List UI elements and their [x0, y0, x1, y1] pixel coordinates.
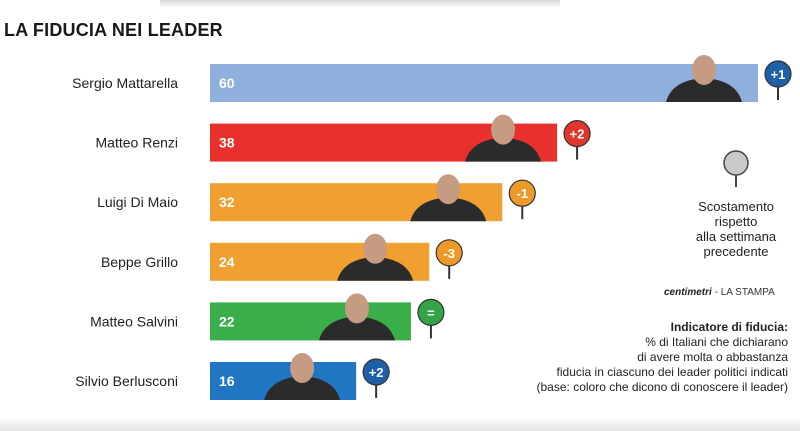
value-label: 60 [219, 75, 235, 91]
change-label: = [427, 305, 435, 320]
note-line-4: (base: coloro che dicono di conoscere il… [536, 380, 788, 394]
change-marker [508, 179, 536, 207]
portrait-body-icon [666, 78, 742, 102]
change-label: -3 [443, 246, 455, 261]
centimetri-logo: centimetri [664, 287, 712, 298]
portrait-head-icon [692, 55, 716, 85]
portrait-head-icon [491, 114, 516, 145]
change-label: +2 [369, 365, 384, 380]
portrait-body-icon [318, 316, 395, 341]
bar [210, 64, 758, 102]
bar-row: Matteo Renzi 38 +2 [96, 114, 591, 162]
category-label: Luigi Di Maio [97, 194, 178, 210]
category-label: Silvio Berlusconi [75, 373, 178, 389]
portrait-body-icon [337, 256, 414, 281]
portrait-head-icon [363, 233, 388, 264]
legend-line-2: rispetto [714, 214, 758, 229]
category-label: Sergio Mattarella [72, 75, 178, 91]
value-label: 16 [219, 373, 235, 389]
bar-row: Silvio Berlusconi 16 +2 [75, 353, 390, 400]
note-line-3: fiducia in ciascuno dei leader politici … [556, 365, 788, 379]
category-label: Matteo Salvini [90, 313, 178, 329]
category-label: Matteo Renzi [96, 135, 178, 151]
bottom-shadow [0, 417, 800, 431]
change-label: +1 [771, 67, 786, 82]
change-label: -1 [516, 186, 528, 201]
credit-source: LA STAMPA [720, 287, 775, 298]
legend-line-3: alla settimana [695, 229, 777, 244]
value-label: 32 [219, 194, 235, 210]
change-marker [417, 298, 445, 326]
credit-separator: - [714, 287, 718, 298]
change-legend: Scostamento rispetto alla settimana prec… [690, 148, 782, 259]
value-label: 38 [219, 135, 235, 151]
note-title: Indicatore di fiducia: [670, 320, 788, 334]
source-credit: centimetri - LA STAMPA [664, 287, 775, 298]
bar-row: Beppe Grillo 24 -3 [101, 233, 463, 281]
note-line-2: di avere molta o abbastanza [637, 350, 788, 364]
change-marker [362, 358, 390, 386]
change-marker [563, 120, 591, 148]
portrait-body-icon [264, 376, 341, 400]
portrait-body-icon [465, 137, 542, 162]
portrait-body-icon [410, 197, 487, 222]
change-marker [435, 239, 463, 267]
portrait-head-icon [436, 174, 461, 205]
value-label: 22 [219, 313, 235, 329]
category-label: Beppe Grillo [101, 254, 178, 270]
portrait-head-icon [290, 353, 315, 383]
top-shadow [160, 0, 560, 8]
change-label: +2 [570, 127, 585, 142]
legend-line-1: Scostamento [698, 199, 774, 214]
bar-row: Sergio Mattarella 60 +1 [72, 55, 792, 102]
value-label: 24 [219, 254, 235, 270]
legend-line-4: precedente [703, 244, 769, 259]
legend-marker-icon [723, 150, 749, 187]
change-marker [764, 60, 792, 88]
indicator-note: Indicatore di fiducia: % di Italiani che… [358, 320, 788, 395]
chart-title: LA FIDUCIA NEI LEADER [4, 20, 223, 40]
note-line-1: % di Italiani che dichiarano [645, 335, 788, 349]
legend-text: Scostamento rispetto alla settimana prec… [690, 199, 782, 259]
bar-row: Luigi Di Maio 32 -1 [97, 174, 536, 222]
portrait-head-icon [344, 293, 369, 324]
bar-row: Matteo Salvini 22 = [90, 293, 445, 341]
